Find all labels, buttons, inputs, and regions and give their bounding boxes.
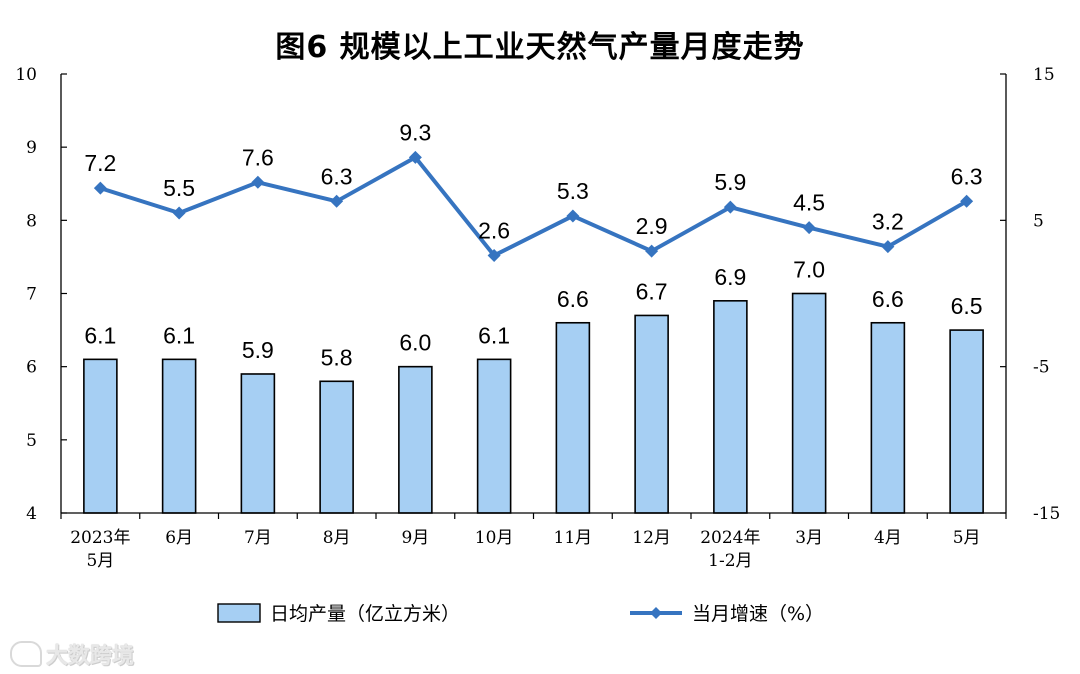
- growth-point-10: [802, 221, 816, 235]
- bar-label-5: 6.0: [399, 330, 431, 356]
- bar-label-7: 6.6: [557, 286, 589, 312]
- x-tick-label-9-2: 1-2月: [708, 551, 752, 571]
- watermark-text: 大数跨境: [46, 644, 135, 669]
- x-tick-label-7: 11月: [554, 528, 593, 548]
- line-label-8: 2.9: [636, 213, 668, 239]
- x-tick-label-6: 10月: [475, 528, 514, 548]
- bar-label-6: 6.1: [478, 322, 510, 348]
- bar-label-3: 5.9: [242, 337, 274, 363]
- line-label-10: 4.5: [793, 190, 825, 216]
- bar-4: [319, 380, 354, 514]
- growth-point-2: [172, 206, 186, 220]
- x-tick-label-10: 3月: [795, 528, 823, 548]
- growth-line: [99, 155, 968, 258]
- x-tick-label-11: 4月: [874, 528, 902, 548]
- watermark-logo-icon: [10, 641, 42, 667]
- legend-bar-swatch: [217, 603, 261, 623]
- line-label-6: 2.6: [478, 217, 510, 243]
- line-label-11: 3.2: [872, 209, 904, 235]
- x-tick-label-1-2: 5月: [86, 551, 114, 571]
- right-tick-label-4: 15: [1033, 65, 1055, 85]
- bar-12: [949, 329, 984, 514]
- left-tick-label-5: 8: [26, 211, 37, 231]
- left-tick-label-7: 10: [15, 65, 37, 85]
- bar-10: [791, 292, 827, 514]
- line-label-9: 5.9: [714, 169, 746, 195]
- line-label-2: 5.5: [163, 175, 195, 201]
- growth-point-9: [723, 200, 737, 214]
- bar-label-10: 7.0: [793, 257, 825, 283]
- growth-point-11: [881, 240, 895, 254]
- bar-7: [555, 321, 591, 514]
- bar-1: [83, 358, 118, 514]
- watermark: 大数跨境: [10, 638, 134, 670]
- left-tick-label-2: 5: [26, 431, 37, 451]
- bar-label-8: 6.7: [636, 278, 668, 304]
- bar-5: [398, 365, 433, 514]
- line-label-7: 5.3: [557, 178, 589, 204]
- bar-label-12: 6.5: [951, 293, 983, 319]
- line-label-1: 7.2: [84, 150, 116, 176]
- right-tick-label-3: 5: [1033, 211, 1044, 231]
- x-tick-label-3: 7月: [244, 528, 272, 548]
- growth-point-5: [408, 150, 422, 164]
- line-label-12: 6.3: [951, 163, 983, 189]
- x-tick-label-4: 8月: [323, 528, 351, 548]
- bar-9: [713, 300, 748, 514]
- growth-point-6: [487, 248, 501, 262]
- x-tick-label-5: 9月: [401, 528, 429, 548]
- x-tick-label-1-1: 2023年: [70, 528, 130, 548]
- left-tick-label-4: 7: [26, 285, 37, 305]
- x-tick-label-12: 5月: [953, 528, 981, 548]
- bar-label-1: 6.1: [84, 322, 116, 348]
- bar-2: [161, 358, 197, 514]
- bar-6: [476, 358, 512, 514]
- x-tick-label-8: 12月: [632, 528, 671, 548]
- right-tick-label-1: -15: [1033, 504, 1060, 524]
- growth-point-8: [645, 244, 659, 258]
- growth-point-1: [93, 181, 107, 195]
- x-tick-label-2: 6月: [165, 528, 193, 548]
- line-label-3: 7.6: [242, 144, 274, 170]
- right-tick-label-2: -5: [1033, 358, 1050, 378]
- chart-title: 图6 规模以上工业天然气产量月度走势: [275, 30, 805, 65]
- bar-label-9: 6.9: [714, 264, 746, 290]
- bar-label-11: 6.6: [872, 286, 904, 312]
- growth-point-4: [330, 194, 344, 208]
- line-label-5: 9.3: [399, 119, 431, 145]
- growth-point-3: [251, 175, 265, 189]
- bar-3: [240, 373, 276, 514]
- growth-point-7: [566, 209, 580, 223]
- legend-line-label: 当月增速（%）: [692, 603, 824, 625]
- legend-bar-label: 日均产量（亿立方米）: [270, 603, 460, 625]
- bar-label-4: 5.8: [321, 344, 353, 370]
- legend-line-marker: [650, 607, 662, 619]
- line-label-4: 6.3: [321, 163, 353, 189]
- growth-point-12: [960, 194, 974, 208]
- left-tick-label-6: 9: [26, 138, 37, 158]
- bar-11: [870, 321, 906, 514]
- bar-8: [634, 314, 669, 514]
- left-tick-label-3: 6: [26, 358, 37, 378]
- x-tick-label-9-1: 2024年: [700, 528, 760, 548]
- bar-label-2: 6.1: [163, 322, 195, 348]
- left-tick-label-1: 4: [26, 504, 37, 524]
